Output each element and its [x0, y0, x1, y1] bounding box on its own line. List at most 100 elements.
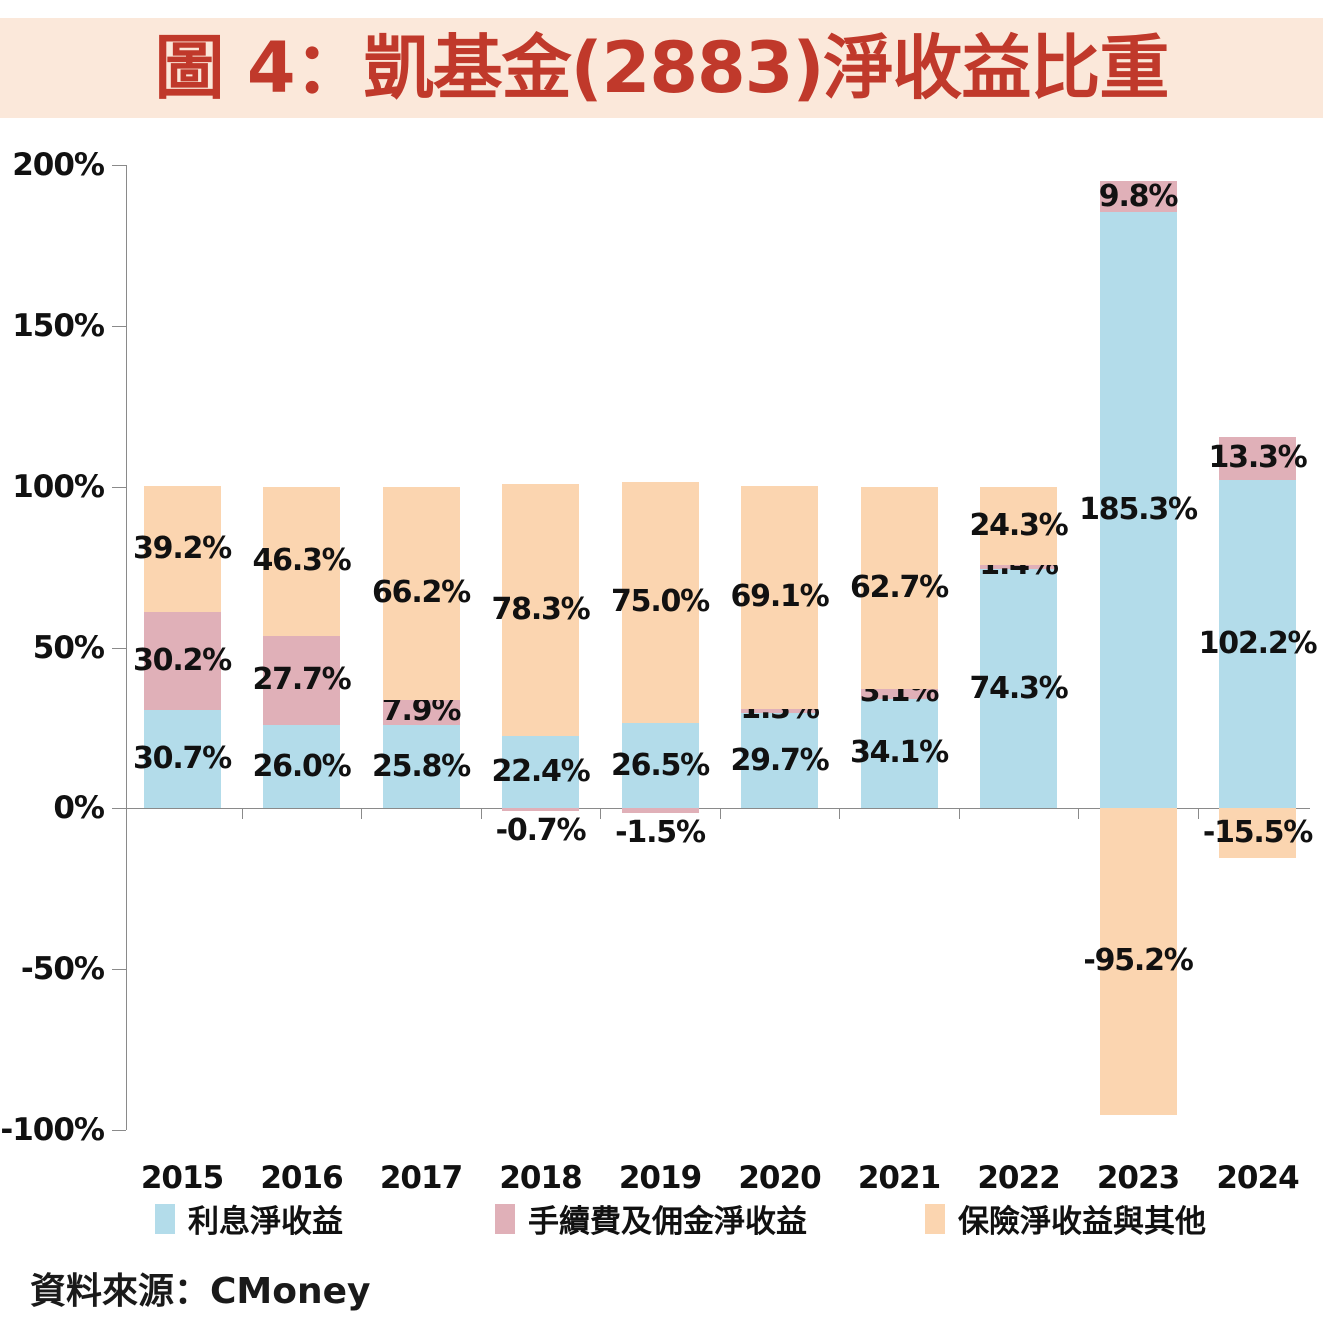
bar-segment-手續費及佣金淨收益-2024[interactable]: 13.3%: [1208, 436, 1308, 480]
bar-segment-利息淨收益-2016[interactable]: 26.0%: [252, 724, 352, 809]
x-axis-category-2019: 2019: [618, 1160, 702, 1196]
x-axis-category-2018: 2018: [499, 1160, 582, 1196]
bar-value-label: 66.2%: [371, 575, 471, 611]
x-axis-category-2017: 2017: [379, 1160, 463, 1196]
bar-value-label: -0.7%: [495, 813, 587, 849]
x-axis-tick-mark: [1078, 808, 1079, 820]
bar-segment-手續費及佣金淨收益-2018[interactable]: [502, 808, 579, 811]
bar-group-2022[interactable]: 74.3%1.4%24.3%: [969, 118, 1069, 1190]
bar-segment-手續費及佣金淨收益-2019[interactable]: [621, 808, 699, 814]
y-tick-text: -100%: [0, 1112, 105, 1148]
bar-segment-利息淨收益-2015[interactable]: 30.7%: [133, 709, 232, 809]
x-axis-category-2023: 2023: [1096, 1160, 1180, 1196]
y-tick-text: 100%: [12, 468, 105, 505]
bar-value-label: 29.7%: [730, 742, 829, 778]
legend-label-interest: 利息淨收益: [188, 1204, 343, 1240]
bar-segment-利息淨收益-2017[interactable]: 25.8%: [372, 725, 471, 809]
bar-group-2016[interactable]: 26.0% 27.7% 46.3%: [252, 118, 352, 1190]
bar-segment-利息淨收益-2019[interactable]: 26.5%: [611, 723, 710, 809]
bar-segment-利息淨收益-2018[interactable]: 22.4%: [491, 736, 591, 809]
legend-label-fee: 手續費及佣金淨收益: [528, 1204, 807, 1240]
bar-segment-利息淨收益-2022[interactable]: 74.3%: [969, 569, 1069, 809]
y-tick-text: 0%: [53, 790, 105, 827]
bar-value-label: 9.8%: [1098, 178, 1179, 214]
bar-segment-保險淨收益與其他-2019[interactable]: 75.0%: [611, 481, 710, 724]
x-axis-category-2015: 2015: [140, 1160, 224, 1196]
bar-segment-利息淨收益-2020[interactable]: 29.7%: [730, 712, 830, 809]
legend-swatch-insurance: [925, 1203, 945, 1234]
bar-segment-手續費及佣金淨收益-2021[interactable]: [860, 688, 938, 699]
bar-segment-利息淨收益-2021[interactable]: 34.1%: [850, 698, 949, 809]
bar-segment-保險淨收益與其他-2023[interactable]: -95.2%: [1083, 808, 1194, 1115]
bar-segment-保險淨收益與其他-2022[interactable]: 24.3%: [969, 486, 1069, 565]
bar-value-label: 25.8%: [371, 748, 471, 784]
bar-value-label: 27.7%: [252, 662, 351, 698]
x-axis-category-2021: 2021: [857, 1160, 941, 1196]
legend-label-insurance: 保險淨收益與其他: [958, 1204, 1206, 1240]
bar-value-label: 78.3%: [491, 592, 590, 628]
x-axis-category-2016: 2016: [260, 1160, 343, 1196]
x-axis-category-2024: 2024: [1216, 1160, 1299, 1196]
bar-segment-利息淨收益-2024[interactable]: 102.2%: [1199, 479, 1318, 809]
bar-value-label: 30.2%: [132, 643, 232, 678]
title-banner: 圖 4：凱基金(2883)淨收益比重: [0, 18, 1323, 118]
bar-segment-保險淨收益與其他-2018[interactable]: 78.3%: [491, 484, 591, 737]
x-axis-tick-mark: [1198, 808, 1199, 820]
y-axis-tick-mark: [112, 647, 126, 649]
legend-swatch-fee: [495, 1203, 515, 1234]
y-tick-text: 200%: [12, 147, 105, 183]
y-axis-tick-mark: [112, 486, 126, 488]
bar-value-label: 34.1%: [849, 735, 949, 771]
bar-value-label: 39.2%: [132, 531, 232, 567]
bar-group-2023[interactable]: 185.3% 9.8% -95.2%: [1079, 118, 1198, 1190]
bar-segment-保險淨收益與其他-2017[interactable]: 66.2%: [372, 486, 471, 700]
bar-segment-手續費及佣金淨收益-2020[interactable]: [741, 708, 818, 713]
x-axis-tick-mark: [361, 808, 362, 820]
bar-value-label: -15.5%: [1202, 815, 1314, 851]
bar-segment-利息淨收益-2023[interactable]: 185.3%: [1079, 212, 1198, 809]
bar-segment-手續費及佣金淨收益-2015[interactable]: 30.2%: [133, 612, 232, 710]
bar-segment-保險淨收益與其他-2015[interactable]: 39.2%: [133, 486, 232, 613]
bar-segment-手續費及佣金淨收益-2022[interactable]: [980, 564, 1057, 570]
bar-value-label: -95.2%: [1083, 943, 1194, 979]
y-axis-tick-mark: [112, 969, 126, 971]
bar-segment-保險淨收益與其他-2024[interactable]: -15.5%: [1203, 808, 1313, 859]
legend-item-insurance[interactable]: 保險淨收益與其他: [925, 1196, 1206, 1241]
bar-group-2024[interactable]: 102.2% 13.3% -15.5%: [1199, 118, 1318, 1190]
bar-segment-保險淨收益與其他-2020[interactable]: 69.1%: [730, 486, 830, 709]
chart-legend: 利息淨收益 手續費及佣金淨收益 保險淨收益與其他: [0, 1192, 1323, 1240]
bar-value-label: 26.0%: [252, 748, 351, 784]
bar-value-label: 24.3%: [969, 507, 1068, 543]
bar-value-label: 22.4%: [491, 754, 590, 790]
bar-segment-手續費及佣金淨收益-2017[interactable]: [382, 699, 460, 726]
bar-group-2015[interactable]: 30.7% 30.2% 39.2%: [133, 118, 232, 1190]
bar-value-label: 26.5%: [610, 747, 710, 783]
x-axis-tick-mark: [959, 808, 960, 820]
bar-value-label: 74.3%: [969, 670, 1068, 706]
bar-value-label: 13.3%: [1208, 440, 1307, 476]
bar-group-2020[interactable]: 29.7%1.3%69.1%: [730, 118, 830, 1190]
bar-value-label: 102.2%: [1198, 625, 1318, 661]
bar-value-label: -1.5%: [615, 814, 706, 850]
bar-value-label: 69.1%: [730, 579, 829, 615]
bar-group-2018[interactable]: 22.4% -0.7% 78.3%: [491, 118, 591, 1190]
y-tick-text: 50%: [32, 629, 105, 666]
bar-group-2019[interactable]: 26.5% -1.5% 75.0%: [611, 118, 710, 1190]
source-note: 資料來源：CMoney: [30, 1271, 371, 1312]
bar-value-label: 185.3%: [1079, 492, 1198, 528]
bar-value-label: 62.7%: [849, 569, 949, 605]
bar-segment-手續費及佣金淨收益-2023[interactable]: 9.8%: [1098, 178, 1179, 214]
y-axis-tick-mark: [112, 808, 126, 810]
bar-group-2017[interactable]: 25.8% 7.9% 66.2%: [372, 118, 471, 1190]
x-axis-tick-mark: [839, 808, 840, 820]
chart-plot-area: 200% 150% 100% 50% 0% -50% -100% 30.7% 30.2% 39.…: [0, 118, 1323, 1323]
bar-value-label: 46.3%: [252, 543, 351, 579]
legend-item-fee[interactable]: 手續費及佣金淨收益: [495, 1196, 807, 1241]
bar-group-2021[interactable]: 34.1% 3.1% 62.7%: [850, 118, 949, 1190]
bar-segment-手續費及佣金淨收益-2016[interactable]: 27.7%: [252, 635, 352, 725]
bar-segment-保險淨收益與其他-2021[interactable]: 62.7%: [850, 486, 949, 689]
bar-segment-保險淨收益與其他-2016[interactable]: 46.3%: [252, 486, 352, 636]
page-title: 圖 4：凱基金(2883)淨收益比重: [154, 27, 1170, 109]
legend-item-interest[interactable]: 利息淨收益: [155, 1196, 343, 1241]
